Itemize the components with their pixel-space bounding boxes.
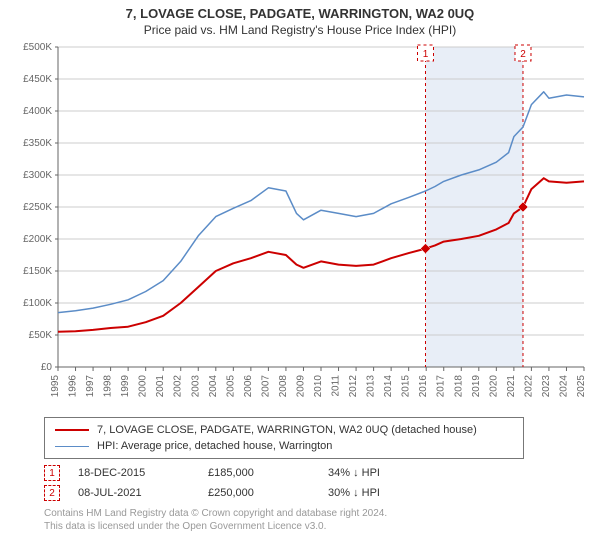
svg-text:£250K: £250K: [23, 202, 52, 213]
copyright-line-2: This data is licensed under the Open Gov…: [44, 520, 590, 533]
svg-text:£450K: £450K: [23, 74, 52, 85]
svg-text:£300K: £300K: [23, 170, 52, 181]
transaction-marker-box: 1: [44, 465, 60, 481]
svg-text:2021: 2021: [506, 375, 517, 398]
svg-text:2017: 2017: [436, 375, 447, 398]
svg-text:2000: 2000: [138, 375, 149, 398]
svg-text:2001: 2001: [155, 375, 166, 398]
svg-text:2014: 2014: [383, 375, 394, 398]
svg-text:2022: 2022: [523, 375, 534, 398]
transaction-price: £185,000: [208, 467, 328, 479]
svg-text:£350K: £350K: [23, 138, 52, 149]
svg-text:1997: 1997: [85, 375, 96, 398]
svg-text:2010: 2010: [313, 375, 324, 398]
legend-swatch-hpi: [55, 446, 89, 447]
legend-label-hpi: HPI: Average price, detached house, Warr…: [97, 438, 332, 454]
copyright-line-1: Contains HM Land Registry data © Crown c…: [44, 507, 590, 520]
copyright-text: Contains HM Land Registry data © Crown c…: [44, 507, 590, 533]
transaction-date: 18-DEC-2015: [78, 467, 208, 479]
svg-text:£150K: £150K: [23, 266, 52, 277]
svg-text:2007: 2007: [260, 375, 271, 398]
svg-text:2020: 2020: [488, 375, 499, 398]
transaction-marker-box: 2: [44, 485, 60, 501]
legend-swatch-price: [55, 429, 89, 431]
transaction-price: £250,000: [208, 487, 328, 499]
svg-text:2: 2: [520, 49, 526, 60]
svg-text:2025: 2025: [576, 375, 587, 398]
svg-text:2008: 2008: [278, 375, 289, 398]
svg-text:2015: 2015: [401, 375, 412, 398]
svg-text:1998: 1998: [103, 375, 114, 398]
svg-text:£0: £0: [41, 362, 53, 373]
svg-text:2023: 2023: [541, 375, 552, 398]
svg-text:1995: 1995: [50, 375, 61, 398]
transaction-vs-hpi: 30% ↓ HPI: [328, 487, 488, 499]
legend-row-hpi: HPI: Average price, detached house, Warr…: [55, 438, 513, 454]
svg-text:2013: 2013: [366, 375, 377, 398]
svg-text:2002: 2002: [173, 375, 184, 398]
svg-text:£100K: £100K: [23, 298, 52, 309]
chart-subtitle: Price paid vs. HM Land Registry's House …: [10, 23, 590, 37]
svg-text:1: 1: [423, 49, 429, 60]
chart-title: 7, LOVAGE CLOSE, PADGATE, WARRINGTON, WA…: [10, 4, 590, 21]
svg-text:1999: 1999: [120, 375, 131, 398]
legend-label-price: 7, LOVAGE CLOSE, PADGATE, WARRINGTON, WA…: [97, 422, 477, 438]
svg-text:£400K: £400K: [23, 106, 52, 117]
svg-text:2018: 2018: [453, 375, 464, 398]
transaction-row: 2 08-JUL-2021£250,00030% ↓ HPI: [44, 485, 590, 501]
svg-text:2024: 2024: [558, 375, 569, 398]
svg-text:2003: 2003: [190, 375, 201, 398]
svg-text:1996: 1996: [68, 375, 79, 398]
line-chart-svg: £0 £50K £100K £150K £200K £250K £300K £350K £400…: [10, 41, 590, 411]
svg-text:2012: 2012: [348, 375, 359, 398]
svg-text:£500K: £500K: [23, 42, 52, 53]
svg-text:2016: 2016: [418, 375, 429, 398]
legend-row-price: 7, LOVAGE CLOSE, PADGATE, WARRINGTON, WA…: [55, 422, 513, 438]
svg-text:£50K: £50K: [29, 330, 53, 341]
legend-box: 7, LOVAGE CLOSE, PADGATE, WARRINGTON, WA…: [44, 417, 524, 459]
svg-text:2011: 2011: [331, 375, 342, 397]
svg-text:2005: 2005: [225, 375, 236, 398]
transaction-vs-hpi: 34% ↓ HPI: [328, 467, 488, 479]
svg-text:2009: 2009: [295, 375, 306, 398]
svg-text:2004: 2004: [208, 375, 219, 398]
transaction-row: 1 18-DEC-2015£185,00034% ↓ HPI: [44, 465, 590, 481]
svg-text:2006: 2006: [243, 375, 254, 398]
transaction-date: 08-JUL-2021: [78, 487, 208, 499]
svg-text:2019: 2019: [471, 375, 482, 398]
chart-plot-area: £0 £50K £100K £150K £200K £250K £300K £350K £400…: [10, 41, 590, 411]
svg-text:£200K: £200K: [23, 234, 52, 245]
